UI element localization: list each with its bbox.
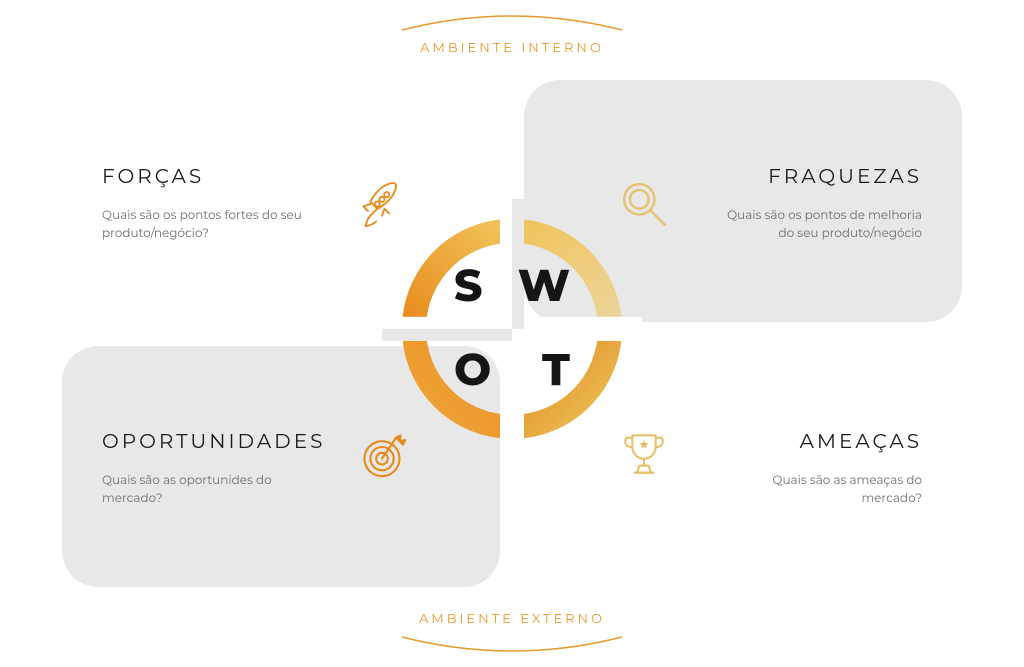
- target-icon: [354, 426, 410, 482]
- swot-grid: FORÇAS Quais são os pontos fortes do seu…: [62, 80, 962, 587]
- strengths-desc: Quais são os pontos fortes do seu produt…: [102, 207, 312, 243]
- quadrant-strengths: FORÇAS Quais são os pontos fortes do seu…: [62, 80, 500, 322]
- quadrant-weaknesses: FRAQUEZAS Quais são os pontos de melhori…: [524, 80, 962, 322]
- quadrant-threats: AMEAÇAS Quais são as ameaças do mercado?: [524, 346, 962, 588]
- threats-title: AMEAÇAS: [800, 430, 922, 454]
- rocket-icon: [354, 176, 410, 232]
- weaknesses-title: FRAQUEZAS: [768, 165, 922, 189]
- bottom-arc: [392, 633, 632, 659]
- env-label-internal: AMBIENTE INTERNO: [420, 40, 604, 56]
- threats-desc: Quais são as ameaças do mercado?: [712, 472, 922, 508]
- opportunities-desc: Quais são as oportunides do mercado?: [102, 472, 312, 508]
- magnifier-icon: [616, 176, 672, 232]
- env-label-external: AMBIENTE EXTERNO: [419, 611, 605, 627]
- trophy-icon: [616, 426, 672, 482]
- top-arc: [392, 8, 632, 34]
- quadrant-opportunities: OPORTUNIDADES Quais são as oportunides d…: [62, 346, 500, 588]
- weaknesses-desc: Quais são os pontos de melhoria do seu p…: [712, 207, 922, 243]
